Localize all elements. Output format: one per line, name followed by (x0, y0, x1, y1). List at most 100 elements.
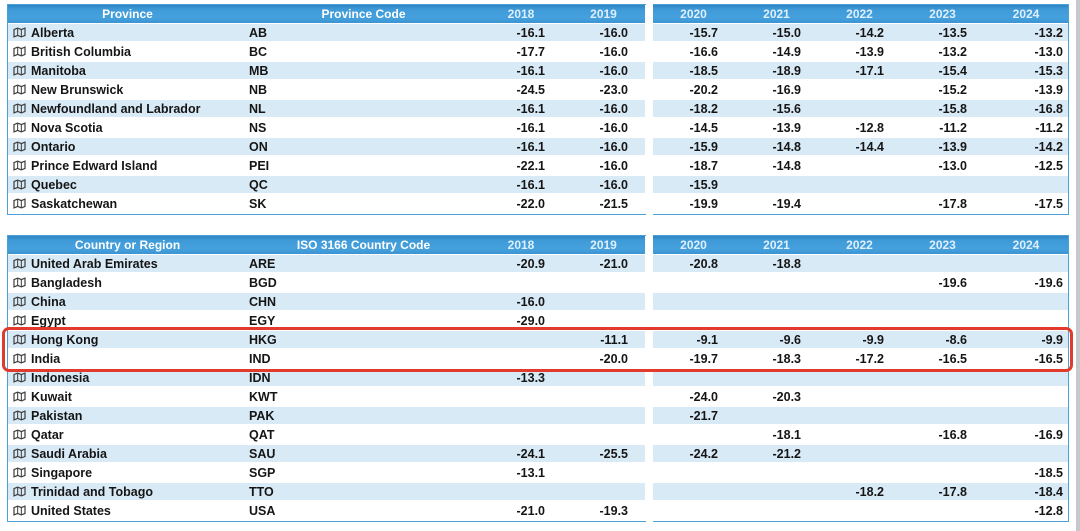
value-cell-2020[interactable]: -20.8 (652, 255, 735, 272)
column-header-year-2023[interactable]: 2023 (901, 236, 984, 255)
value-cell-2023[interactable]: -15.8 (901, 100, 984, 117)
value-cell-2024[interactable] (984, 293, 1068, 310)
map-icon[interactable] (13, 46, 26, 57)
value-cell-2023[interactable] (901, 464, 984, 481)
value-cell-2023[interactable]: -16.8 (901, 426, 984, 443)
region-code-cell[interactable]: SAU (247, 445, 480, 462)
value-cell-2021[interactable]: -18.8 (735, 255, 818, 272)
value-cell-2020[interactable]: -15.9 (652, 176, 735, 193)
value-cell-2022[interactable] (818, 274, 901, 291)
value-cell-2018[interactable]: -16.1 (480, 176, 562, 193)
value-cell-2023[interactable] (901, 293, 984, 310)
value-cell-2022[interactable] (818, 369, 901, 386)
region-code-cell[interactable]: PEI (247, 157, 480, 174)
value-cell-2021[interactable] (735, 407, 818, 424)
map-icon[interactable] (13, 372, 26, 383)
map-icon[interactable] (13, 160, 26, 171)
value-cell-2023[interactable] (901, 312, 984, 329)
column-header-year-2018[interactable]: 2018 (480, 236, 562, 255)
value-cell-2018[interactable] (480, 426, 562, 443)
column-header-year-2021[interactable]: 2021 (735, 5, 818, 24)
value-cell-2018[interactable]: -22.1 (480, 157, 562, 174)
value-cell-2021[interactable]: -16.9 (735, 81, 818, 98)
value-cell-2019[interactable] (562, 464, 645, 481)
value-cell-2020[interactable]: -19.9 (652, 195, 735, 212)
value-cell-2018[interactable]: -16.1 (480, 24, 562, 41)
map-icon[interactable] (13, 505, 26, 516)
value-cell-2023[interactable]: -13.5 (901, 24, 984, 41)
map-icon[interactable] (13, 141, 26, 152)
value-cell-2019[interactable] (562, 426, 645, 443)
value-cell-2019[interactable] (562, 407, 645, 424)
map-icon[interactable] (13, 27, 26, 38)
value-cell-2018[interactable]: -16.1 (480, 119, 562, 136)
value-cell-2023[interactable] (901, 369, 984, 386)
region-code-cell[interactable]: TTO (247, 483, 480, 500)
value-cell-2024[interactable]: -11.2 (984, 119, 1068, 136)
value-cell-2021[interactable]: -13.9 (735, 119, 818, 136)
value-cell-2020[interactable]: -20.2 (652, 81, 735, 98)
value-cell-2019[interactable]: -16.0 (562, 176, 645, 193)
value-cell-2020[interactable]: -15.7 (652, 24, 735, 41)
value-cell-2022[interactable] (818, 100, 901, 117)
value-cell-2024[interactable]: -19.6 (984, 274, 1068, 291)
region-name-cell[interactable]: British Columbia (8, 43, 247, 60)
region-name-cell[interactable]: Manitoba (8, 62, 247, 79)
column-header-year-2019[interactable]: 2019 (562, 236, 645, 255)
region-code-cell[interactable]: BGD (247, 274, 480, 291)
column-header-year-2018[interactable]: 2018 (480, 5, 562, 24)
map-icon[interactable] (13, 103, 26, 114)
value-cell-2024[interactable]: -18.5 (984, 464, 1068, 481)
map-icon[interactable] (13, 448, 26, 459)
region-name-cell[interactable]: Newfoundland and Labrador (8, 100, 247, 117)
value-cell-2019[interactable] (562, 483, 645, 500)
region-code-cell[interactable]: IDN (247, 369, 480, 386)
map-icon[interactable] (13, 429, 26, 440)
value-cell-2023[interactable]: -13.0 (901, 157, 984, 174)
map-icon[interactable] (13, 391, 26, 402)
value-cell-2018[interactable] (480, 274, 562, 291)
value-cell-2020[interactable] (652, 369, 735, 386)
value-cell-2020[interactable] (652, 426, 735, 443)
value-cell-2018[interactable]: -24.1 (480, 445, 562, 462)
value-cell-2019[interactable]: -16.0 (562, 62, 645, 79)
value-cell-2024[interactable] (984, 176, 1068, 193)
value-cell-2018[interactable] (480, 350, 562, 367)
region-code-cell[interactable]: NS (247, 119, 480, 136)
value-cell-2023[interactable]: -16.5 (901, 350, 984, 367)
value-cell-2024[interactable]: -13.9 (984, 81, 1068, 98)
column-header-year-2020[interactable]: 2020 (652, 236, 735, 255)
region-name-cell[interactable]: United Arab Emirates (8, 255, 247, 272)
region-code-cell[interactable]: NL (247, 100, 480, 117)
value-cell-2023[interactable]: -17.8 (901, 195, 984, 212)
value-cell-2018[interactable]: -20.9 (480, 255, 562, 272)
value-cell-2022[interactable] (818, 176, 901, 193)
region-name-cell[interactable]: Singapore (8, 464, 247, 481)
region-name-cell[interactable]: Saskatchewan (8, 195, 247, 212)
region-name-cell[interactable]: Prince Edward Island (8, 157, 247, 174)
value-cell-2023[interactable] (901, 407, 984, 424)
value-cell-2023[interactable]: -17.8 (901, 483, 984, 500)
value-cell-2024[interactable]: -14.2 (984, 138, 1068, 155)
value-cell-2019[interactable]: -21.5 (562, 195, 645, 212)
value-cell-2018[interactable]: -16.1 (480, 100, 562, 117)
value-cell-2023[interactable]: -13.9 (901, 138, 984, 155)
map-icon[interactable] (13, 258, 26, 269)
value-cell-2020[interactable] (652, 483, 735, 500)
map-icon[interactable] (13, 315, 26, 326)
value-cell-2024[interactable]: -15.3 (984, 62, 1068, 79)
value-cell-2022[interactable]: -17.2 (818, 350, 901, 367)
column-header-year-2024[interactable]: 2024 (984, 5, 1068, 24)
value-cell-2023[interactable] (901, 255, 984, 272)
value-cell-2019[interactable]: -19.3 (562, 502, 645, 519)
map-icon[interactable] (13, 198, 26, 209)
column-header-year-2024[interactable]: 2024 (984, 236, 1068, 255)
value-cell-2024[interactable] (984, 407, 1068, 424)
value-cell-2021[interactable] (735, 274, 818, 291)
region-code-cell[interactable]: SK (247, 195, 480, 212)
value-cell-2020[interactable]: -19.7 (652, 350, 735, 367)
value-cell-2019[interactable]: -16.0 (562, 43, 645, 60)
region-name-cell[interactable]: Hong Kong (8, 331, 247, 348)
column-header-year-2022[interactable]: 2022 (818, 236, 901, 255)
map-icon[interactable] (13, 334, 26, 345)
